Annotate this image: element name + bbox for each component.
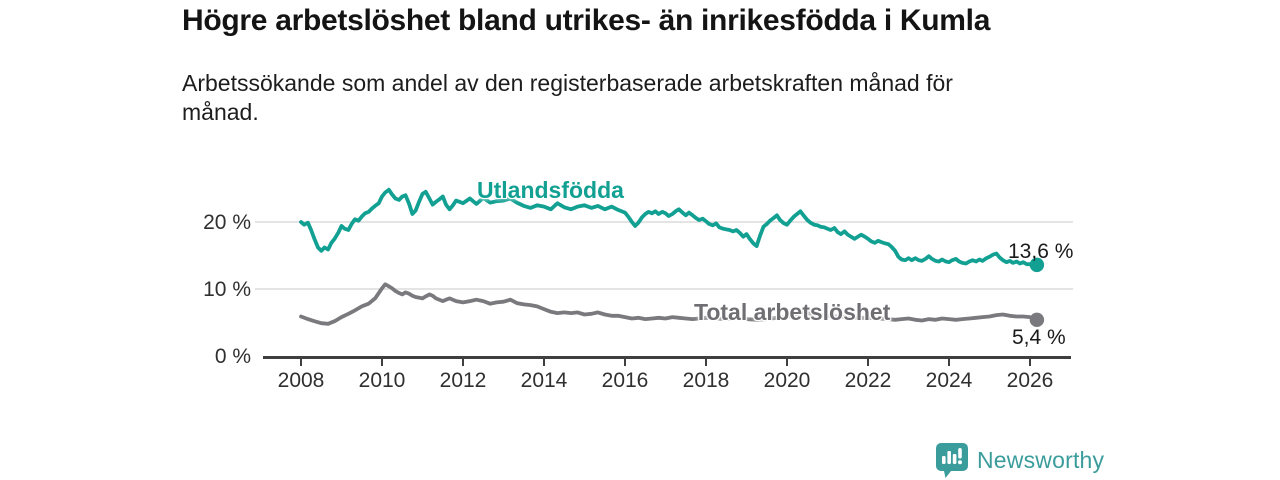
- y-tick-label: 0 %: [215, 345, 251, 368]
- x-tick-label: 2026: [1007, 369, 1054, 392]
- end-value-label-total: 5,4 %: [1012, 326, 1066, 349]
- x-tick-label: 2014: [521, 369, 568, 392]
- x-tick-label: 2012: [440, 369, 487, 392]
- newsworthy-logo: Newsworthy: [936, 443, 1104, 478]
- x-tick-label: 2010: [359, 369, 406, 392]
- series-line-total-arbetsl-shet: [299, 282, 1039, 326]
- x-tick-label: 2022: [845, 369, 892, 392]
- series-line-utlandsf-dda: [299, 187, 1039, 267]
- newsworthy-logo-text: Newsworthy: [977, 447, 1105, 473]
- x-tick-label: 2024: [926, 369, 973, 392]
- series-label-total-arbetsloshet: Total arbetslöshet: [694, 299, 891, 325]
- page-title: Högre arbetslöshet bland utrikes- än inr…: [182, 4, 991, 37]
- x-tick-label: 2008: [278, 369, 325, 392]
- x-tick-label: 2020: [764, 369, 811, 392]
- y-tick-label: 10 %: [203, 278, 251, 301]
- x-tick-label: 2018: [683, 369, 730, 392]
- chart-subtitle: Arbetssökande som andel av den registerb…: [182, 69, 953, 127]
- chart-subtitle-line2: månad.: [182, 99, 259, 125]
- x-tick-label: 2016: [602, 369, 649, 392]
- series-end-dot-total-arbetsl-shet: [1029, 312, 1045, 328]
- end-value-label-utlandsfodda: 13,6 %: [1008, 240, 1074, 263]
- chart-subtitle-line1: Arbetssökande som andel av den registerb…: [182, 70, 953, 96]
- series-end-dot-utlandsf-dda: [1029, 257, 1045, 273]
- bar-chart-bubble-icon: [936, 443, 968, 478]
- y-tick-label: 20 %: [203, 211, 251, 234]
- series-label-utlandsfodda: Utlandsfödda: [477, 177, 624, 203]
